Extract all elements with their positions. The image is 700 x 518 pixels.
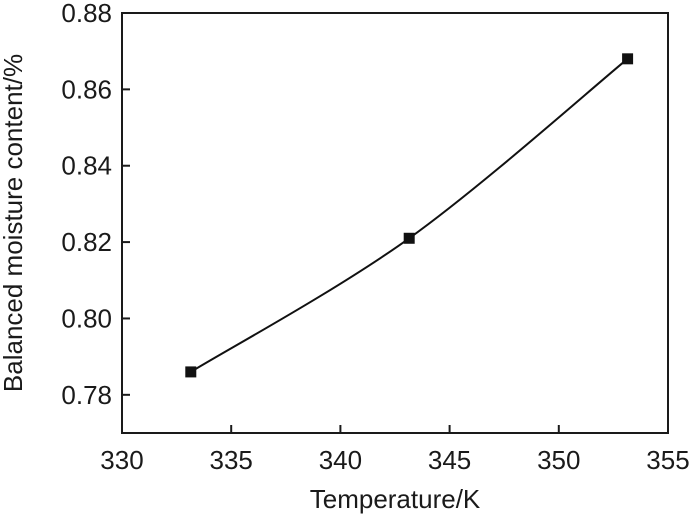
x-tick-label: 350 [537, 445, 580, 475]
y-axis-ticks: 0.78 0.80 0.82 0.84 0.86 0.88 [61, 0, 130, 410]
series-group [185, 53, 634, 378]
x-axis-label: Temperature/K [310, 484, 481, 514]
x-tick-label: 330 [100, 445, 143, 475]
x-axis-ticks: 330 335 340 345 350 355 [100, 425, 690, 475]
x-tick-label: 340 [319, 445, 362, 475]
plot-frame [121, 12, 669, 434]
series-line [190, 58, 629, 373]
y-tick-label: 0.88 [61, 0, 112, 28]
data-point-marker [622, 53, 634, 65]
y-axis-label: Balanced moisture content/% [0, 54, 28, 392]
x-tick-label: 355 [646, 445, 689, 475]
y-tick-label: 0.82 [61, 227, 112, 257]
y-tick-label: 0.78 [61, 380, 112, 410]
x-tick-label: 335 [210, 445, 253, 475]
data-point-marker [403, 232, 415, 244]
y-tick-label: 0.84 [61, 151, 112, 181]
data-point-marker [185, 366, 197, 378]
y-tick-label: 0.86 [61, 74, 112, 104]
x-tick-label: 345 [428, 445, 471, 475]
y-tick-label: 0.80 [61, 303, 112, 333]
